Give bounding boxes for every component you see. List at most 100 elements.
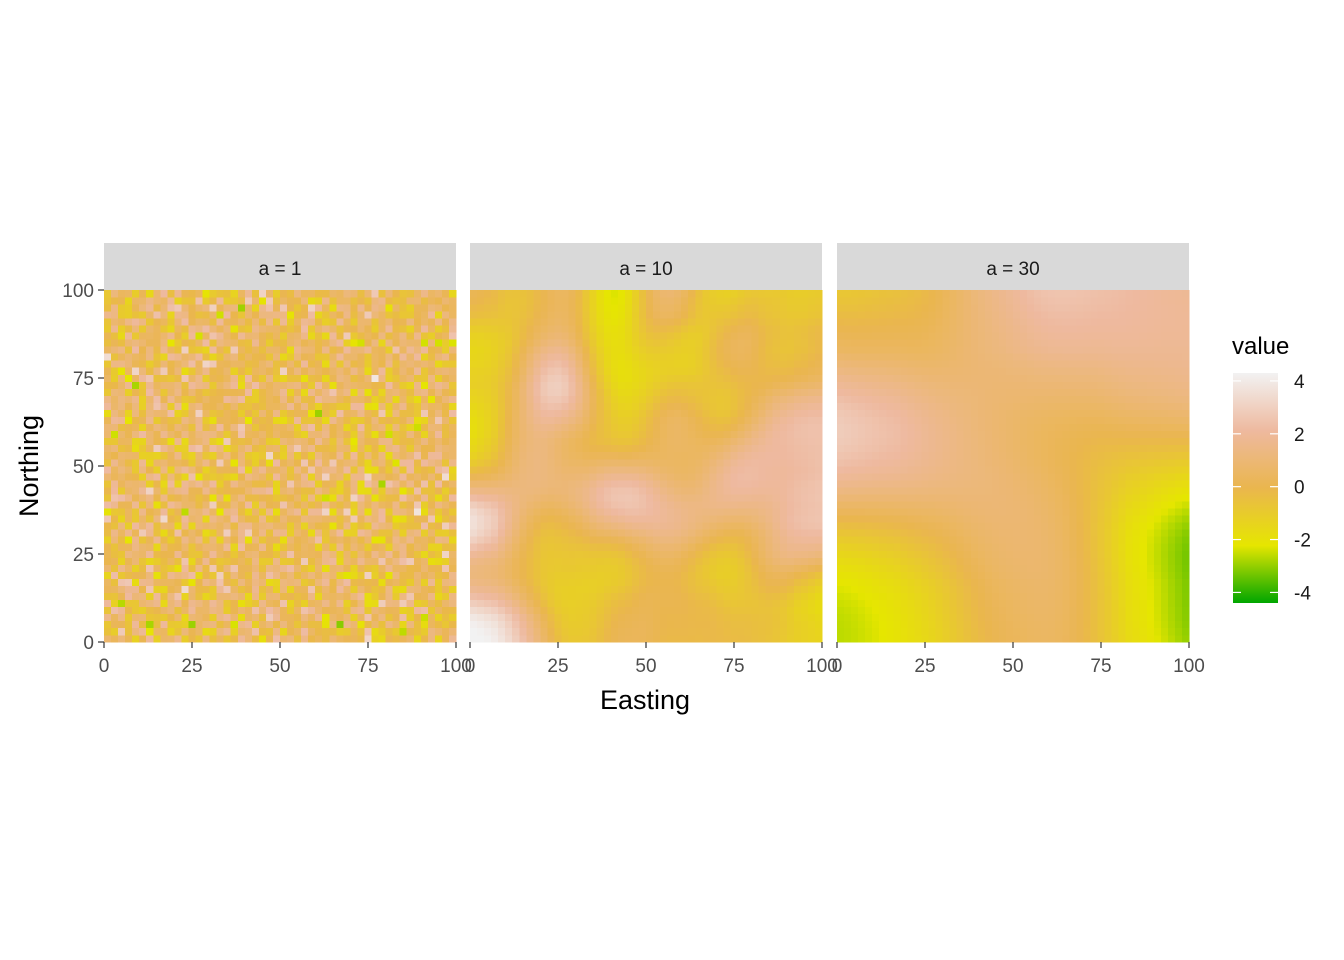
heatmap-cell: [617, 585, 626, 594]
heatmap-cell: [737, 339, 745, 347]
heatmap-cell: [237, 409, 246, 418]
heatmap-cell: [533, 437, 541, 446]
heatmap-cell: [392, 311, 400, 319]
heatmap-cell: [434, 508, 443, 516]
heatmap-cell: [800, 430, 809, 439]
heatmap-cell: [610, 437, 619, 446]
heatmap-cell: [512, 613, 520, 622]
heatmap-cell: [329, 297, 337, 305]
heatmap-cell: [139, 290, 147, 298]
heatmap-cell: [357, 458, 365, 467]
heatmap-cell: [624, 339, 633, 347]
heatmap-cell: [230, 409, 239, 418]
heatmap-cell: [251, 297, 260, 305]
heatmap-cell: [146, 613, 154, 622]
heatmap-cell: [624, 592, 633, 601]
heatmap-cell: [118, 381, 126, 389]
heatmap-cell: [617, 311, 626, 319]
heatmap-cell: [800, 606, 809, 615]
heatmap-cell: [322, 374, 330, 382]
heatmap-cell: [343, 620, 351, 629]
heatmap-cell: [744, 381, 752, 389]
heatmap-cell: [786, 557, 795, 565]
heatmap-cell: [505, 423, 513, 432]
heatmap-cell: [737, 360, 745, 368]
heatmap-cell: [265, 402, 274, 410]
heatmap-cell: [399, 606, 408, 615]
heatmap-cell: [195, 332, 203, 340]
heatmap-cell: [716, 627, 724, 636]
heatmap-cell: [272, 522, 281, 530]
heatmap-cell: [280, 501, 288, 509]
heatmap-cell: [364, 606, 372, 615]
heatmap-cell: [385, 466, 393, 474]
heatmap-cell: [357, 416, 365, 425]
heatmap-cell: [660, 487, 668, 495]
heatmap-cell: [688, 416, 696, 425]
heatmap-cell: [301, 550, 309, 558]
heatmap-cell: [294, 585, 302, 594]
heatmap-cell: [674, 634, 682, 643]
heatmap-cell: [758, 360, 766, 368]
heatmap-cell: [223, 627, 232, 636]
heatmap-cell: [519, 346, 527, 354]
heatmap-cell: [434, 634, 443, 643]
heatmap-cell: [730, 473, 738, 481]
heatmap-cell: [498, 423, 506, 432]
heatmap-cell: [730, 346, 738, 354]
heatmap-cell: [272, 480, 281, 488]
heatmap-cell: [216, 606, 224, 615]
heatmap-cell: [758, 536, 766, 544]
heatmap-cell: [357, 536, 365, 544]
heatmap-cell: [526, 550, 534, 558]
heatmap-cell: [251, 627, 260, 636]
heatmap-cell: [336, 494, 344, 502]
heatmap-cell: [420, 297, 429, 305]
heatmap-cell: [681, 627, 689, 636]
heatmap-cell: [174, 444, 182, 453]
heatmap-cell: [547, 515, 555, 523]
heatmap-cell: [631, 578, 640, 586]
heatmap-cell: [280, 494, 288, 502]
heatmap-cell: [413, 318, 422, 326]
heatmap-cell: [638, 529, 647, 537]
heatmap-cell: [230, 536, 239, 544]
heatmap-cell: [484, 592, 492, 601]
heatmap-cell: [434, 536, 443, 544]
heatmap-cell: [554, 290, 562, 298]
heatmap-cell: [786, 620, 795, 629]
heatmap-cell: [751, 508, 759, 516]
heatmap-cell: [315, 353, 323, 361]
heatmap-cell: [251, 585, 260, 594]
heatmap-cell: [258, 360, 267, 368]
heatmap-cell: [308, 494, 316, 502]
heatmap-cell: [519, 325, 527, 333]
heatmap-cell: [709, 409, 717, 418]
heatmap-cell: [800, 473, 809, 481]
heatmap-cell: [343, 304, 351, 312]
heatmap-cell: [681, 543, 689, 551]
heatmap-cell: [660, 494, 668, 502]
heatmap-cell: [596, 487, 605, 495]
heatmap-cell: [118, 374, 126, 382]
heatmap-cell: [237, 367, 246, 375]
heatmap-cell: [779, 599, 788, 608]
heatmap-cell: [540, 367, 548, 375]
heatmap-cell: [315, 592, 323, 601]
heatmap-cell: [660, 592, 668, 601]
heatmap-cell: [772, 564, 781, 572]
heatmap-cell: [420, 634, 429, 643]
heatmap-cell: [118, 367, 126, 375]
heatmap-cell: [617, 339, 626, 347]
heatmap-cell: [230, 466, 239, 474]
heatmap-cell: [477, 494, 485, 502]
heatmap-cell: [723, 346, 731, 354]
heatmap-cell: [364, 458, 372, 467]
heatmap-cell: [667, 297, 675, 305]
heatmap-cell: [125, 416, 133, 425]
heatmap-cell: [153, 416, 161, 425]
heatmap-cell: [674, 374, 682, 382]
heatmap-cell: [146, 367, 154, 375]
heatmap-cell: [216, 451, 224, 460]
heatmap-cell: [526, 585, 534, 594]
